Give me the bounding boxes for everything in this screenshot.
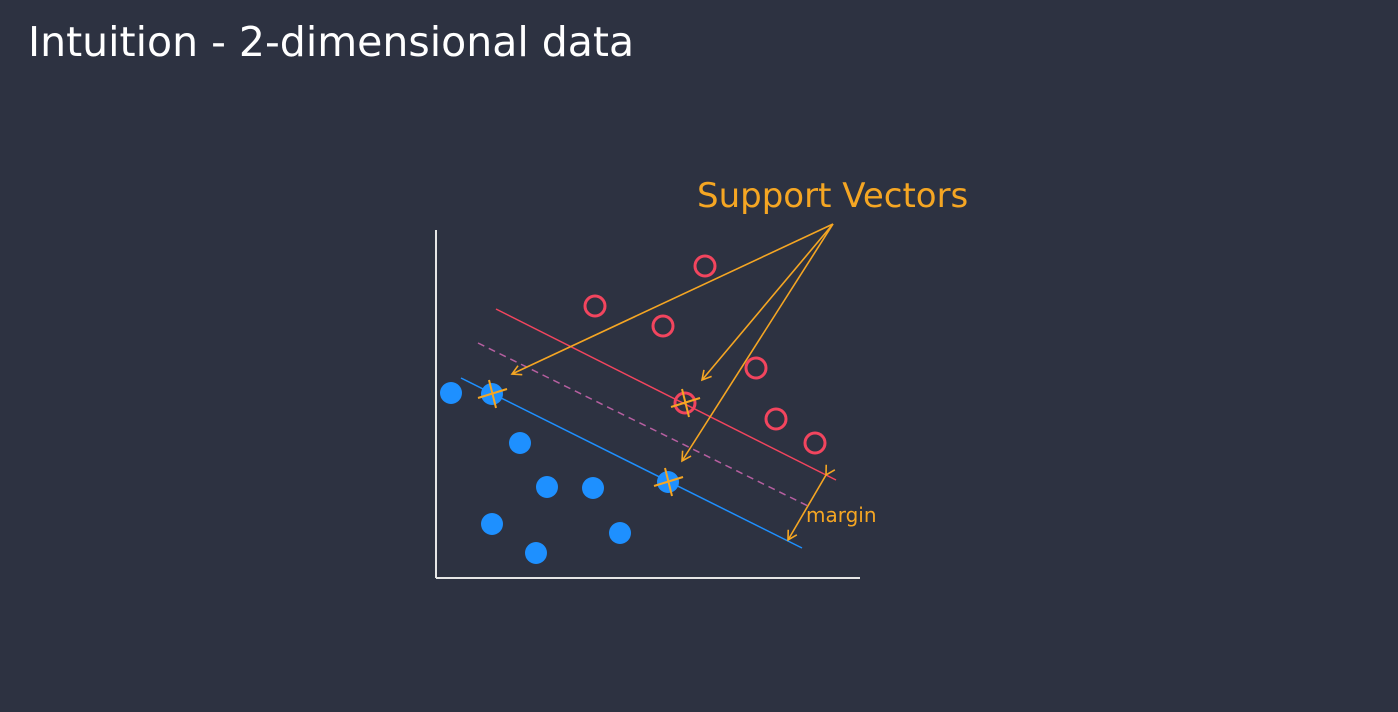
class-a-point — [509, 432, 531, 454]
class-b-points — [583, 254, 827, 455]
red-margin-line — [495, 308, 837, 481]
class-b-point — [693, 254, 717, 278]
class-b-point — [803, 431, 827, 455]
support-vector-marks — [477, 379, 701, 497]
slide-title: Intuition - 2-dimensional data — [28, 18, 635, 66]
class-b-point — [651, 314, 675, 338]
arrow-to-blue-sv-left — [510, 223, 834, 376]
class-a-point — [582, 477, 604, 499]
support-mark — [488, 379, 497, 409]
decision-boundary — [477, 342, 811, 508]
class-a-point — [525, 542, 547, 564]
class-a-point — [536, 476, 558, 498]
class-a-point — [609, 522, 631, 544]
support-mark — [681, 388, 690, 418]
class-b-point — [744, 356, 768, 380]
margin-label: margin — [806, 503, 877, 527]
support-mark — [664, 467, 673, 497]
blue-margin-line — [460, 377, 803, 549]
class-a-point — [481, 513, 503, 535]
support-arrows — [510, 223, 834, 463]
arrow-to-red-sv — [700, 223, 834, 382]
class-b-point — [673, 391, 697, 415]
support-vectors-label: Support Vectors — [697, 176, 968, 216]
class-a-point — [440, 382, 462, 404]
margin-arrow — [787, 464, 836, 542]
arrow-to-blue-sv-right — [681, 223, 834, 463]
class-b-point — [583, 294, 607, 318]
class-b-point — [764, 407, 788, 431]
class-a-points — [440, 382, 679, 564]
